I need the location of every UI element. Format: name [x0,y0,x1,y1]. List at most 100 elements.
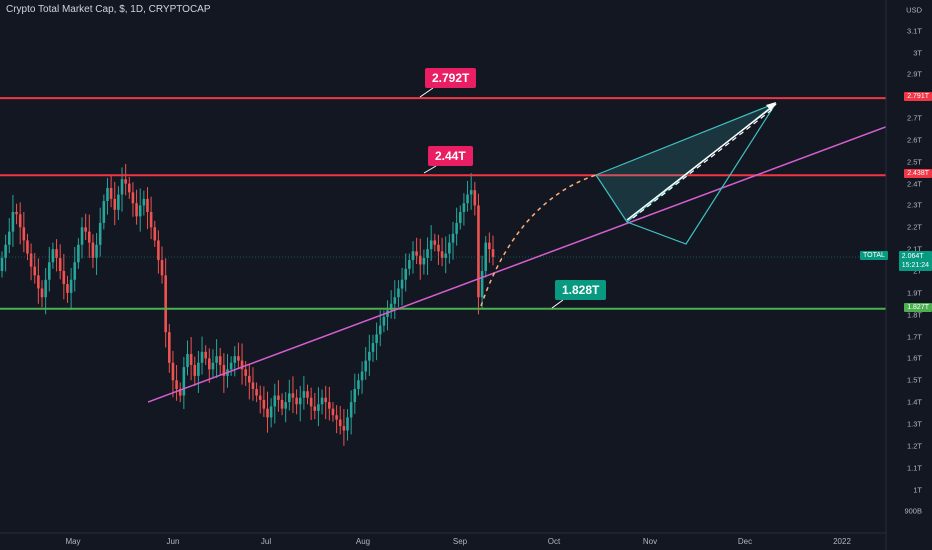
symbol-tag: TOTAL [860,251,888,261]
candle-body [480,271,484,298]
candle-body [451,233,455,243]
candle-body [298,397,302,405]
candle-body [62,271,66,285]
candle-body [189,354,193,365]
candle-body [488,242,491,250]
candle-body [328,402,331,409]
candle-body [233,356,237,363]
chart-title: Crypto Total Market Cap, $, 1D, CRYPTOCA… [6,4,211,15]
candle-body [266,408,269,418]
projection-dashed [632,107,775,219]
candle-body [491,249,495,258]
candle-body [102,201,106,223]
candle-body [335,415,338,420]
candle-body [58,257,62,271]
candle-body [215,356,218,363]
candle-body [458,212,462,223]
candle-body [317,404,320,411]
level-price-tag-support: 1.827T [904,302,932,312]
current-price-tag: 2.064T 15:21:24 [898,251,932,272]
candle-body [324,397,327,403]
candle-body [208,358,211,370]
time-tick-label: Oct [547,537,561,546]
price-tick-label: 1.2T [906,441,922,451]
candle-body [411,251,415,261]
price-tick-label: 1.9T [906,288,922,298]
candle-body [382,316,386,326]
price-tick-label: 2.9T [906,69,922,79]
price-tick-label: 2.4T [906,179,922,189]
candle-body [204,351,207,359]
candle-body [153,227,157,241]
candle-body [26,240,29,254]
candle-body [357,380,360,389]
candle-body [353,388,357,403]
candle-body [22,227,26,241]
candle-body [120,179,124,195]
candle-body [7,231,11,245]
price-tick-label: 1T [913,485,922,494]
price-tick-label: 2.6T [906,135,922,145]
candle-body [95,244,98,258]
candle-body [404,268,408,280]
candle-body [378,325,382,335]
candle-body [237,356,240,361]
candle-body [149,212,153,228]
price-tick-label: 1.8T [906,310,922,320]
candle-body [11,212,15,232]
candle-body [484,242,488,271]
projection-arrow [626,103,777,221]
resistance-callout-high[interactable]: 2.792T [425,68,477,88]
currency-label: USD [906,5,922,15]
candle-body [386,310,389,317]
candle-body [389,303,393,311]
callout-leader [423,165,437,174]
candle-body [375,334,378,344]
drawings [147,102,887,403]
price-tick-label: 2.2T [906,222,922,232]
candle-body [69,279,73,293]
candle-body [258,395,262,400]
candle-body [422,257,426,265]
candle-body [338,419,342,427]
candle-body [222,364,226,376]
horizontal-levels [0,87,886,310]
candle-body [429,240,433,250]
price-tick-label: 2.1T [906,244,922,254]
price-tick-label: 3T [913,48,922,57]
candle-body [55,249,58,258]
candle-body [342,426,346,431]
candle-body [218,356,222,365]
candle-body [142,198,146,206]
candle-body [18,214,22,228]
candle-body [313,406,317,411]
candle-body [255,388,258,396]
candle-body [302,391,306,398]
time-tick-label: Jun [166,537,180,546]
price-tick-label: 1.5T [906,375,922,385]
candle-body [393,297,397,304]
candle-body [244,369,247,376]
candle-body [4,244,7,258]
candle-body [397,288,400,298]
candle-body [462,203,466,213]
candle-body [364,360,368,372]
price-tick-label: 1.7T [906,332,922,342]
candle-body [426,249,429,258]
support-callout[interactable]: 1.828T [555,280,607,300]
candle-body [127,183,131,193]
candle-body [466,194,469,204]
candle-body [360,371,364,381]
candle-body [288,393,291,403]
candle-body [437,244,440,252]
time-tick-label: Nov [642,537,658,546]
time-tick-label: 2022 [833,537,851,546]
candle-body [473,190,477,206]
bar-countdown: 15:21:24 [901,262,929,270]
candle-body [197,362,200,376]
candle-body [131,192,135,204]
candle-body [171,362,175,381]
candle-body [0,257,4,271]
resistance-callout-mid[interactable]: 2.44T [428,146,473,166]
